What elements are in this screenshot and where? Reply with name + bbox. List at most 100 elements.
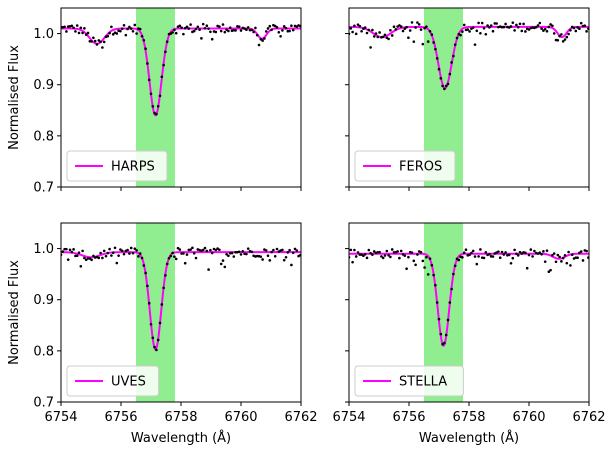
data-point [131,251,135,255]
data-point [570,253,574,257]
legend: HARPS [66,150,168,182]
data-point [275,26,279,29]
data-point [567,250,570,254]
data-point [443,87,446,91]
data-point [513,29,516,32]
data-point [374,32,378,35]
data-point [538,21,542,25]
data-point [138,252,142,255]
data-point [144,271,147,275]
data-point [516,25,520,29]
data-point [439,332,443,336]
data-point [430,263,434,267]
y-tick-label: 0.9 [33,78,54,93]
legend: FEROS [354,150,456,182]
data-point [542,29,545,32]
data-point [444,333,448,337]
data-point [165,262,169,266]
data-point [518,250,522,254]
data-point [110,25,113,29]
data-point [556,38,560,42]
observed-points [61,246,301,352]
data-point [126,27,129,31]
data-point [185,253,189,256]
data-point [223,30,227,34]
data-point [162,286,165,290]
model-line [349,252,589,347]
panel-harps: 0.7 0.8 0.9 1.0 Normalised Flux HARPS [7,7,302,196]
data-point [378,31,381,34]
data-point [542,250,545,253]
data-point [171,251,174,255]
data-point [576,256,579,260]
data-point [63,25,66,29]
data-point [558,34,561,38]
data-point [84,33,88,36]
data-point [477,21,480,25]
data-point [266,254,270,258]
data-point [291,28,295,32]
data-point [351,30,354,34]
y-tick-label: 1.0 [33,27,54,42]
data-point [569,264,572,267]
data-point [579,250,583,253]
data-point [363,252,367,256]
data-point [457,258,461,262]
panel-feros: FEROS [345,7,590,191]
data-point [194,256,198,260]
data-point [200,37,203,40]
data-point [408,29,412,32]
data-point [480,21,484,25]
data-point [92,254,95,258]
data-point [538,251,542,254]
data-point [414,263,417,267]
data-point [61,250,65,253]
data-point [471,249,475,253]
data-point [250,28,254,32]
data-point [518,22,522,26]
data-point [142,38,146,42]
data-point [203,246,207,250]
data-point [246,247,250,250]
data-point [83,27,86,30]
y-tick-label: 0.7 [33,181,54,196]
data-point [482,26,486,30]
data-point [540,253,543,256]
data-point [432,41,435,44]
data-point [291,251,295,255]
data-point [178,248,182,251]
data-point [192,252,196,255]
data-point [489,24,493,27]
data-point [120,249,124,253]
data-point [579,21,583,25]
data-point [383,254,387,257]
data-point [381,35,385,39]
data-point [367,248,371,252]
data-point [239,29,243,32]
data-point [362,254,365,258]
data-point [381,256,385,260]
data-point [93,39,97,43]
data-point [407,36,410,39]
data-point [363,26,367,29]
data-point [221,23,225,26]
data-point [536,24,540,27]
data-point [185,25,189,29]
y-tick-label: 0.7 [33,396,54,411]
data-point [101,46,104,49]
data-point [385,249,389,253]
data-point [439,77,443,80]
data-point [349,248,353,252]
data-point [484,251,488,254]
data-point [569,29,572,32]
data-point [410,21,414,24]
data-point [218,25,221,28]
data-point [97,39,101,42]
data-point [205,249,209,253]
data-point [527,253,531,257]
data-point [63,247,66,251]
data-point [394,27,398,31]
data-point [414,26,417,29]
data-point [405,25,408,29]
data-point [146,62,149,65]
